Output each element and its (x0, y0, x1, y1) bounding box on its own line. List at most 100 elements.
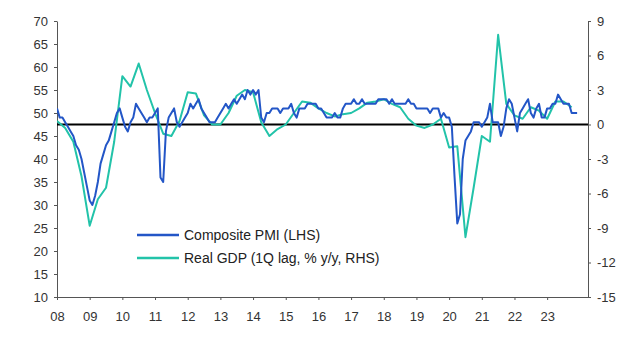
y-axis-line (57, 22, 58, 298)
y2-axis-tick: 0 (588, 117, 604, 132)
y2-axis-tick-label: -15 (597, 290, 616, 305)
y2-axis-tick-label: 3 (597, 83, 604, 98)
plot-area (57, 35, 577, 237)
y-axis-tick-mark (54, 182, 57, 183)
y2-axis-tick: -12 (588, 255, 616, 270)
y-axis-tick-mark (54, 67, 57, 68)
x-axis-tick-label: 15 (279, 309, 293, 324)
x-axis-tick-label: 11 (149, 309, 163, 324)
x-axis-tick-label: 14 (246, 309, 260, 324)
x-axis-tick-mark (286, 297, 287, 300)
y-axis-tick: 30 (34, 198, 57, 213)
y-axis-tick-label: 60 (34, 60, 48, 75)
x-axis-tick-mark (384, 297, 385, 300)
series-line (57, 90, 577, 223)
x-axis-tick-mark (482, 297, 483, 300)
x-axis-tick-label: 19 (410, 309, 424, 324)
y2-axis-tick: -9 (588, 221, 609, 236)
legend-swatch (137, 257, 179, 260)
x-axis-tick-mark (416, 297, 417, 300)
legend-label: Real GDP (1Q lag, % y/y, RHS) (184, 250, 380, 266)
y2-axis-tick: 3 (588, 83, 604, 98)
y-axis-tick-mark (54, 228, 57, 229)
y2-axis-tick-mark (588, 56, 591, 57)
x-axis-tick: 18 (377, 297, 391, 324)
y-axis-tick: 25 (34, 221, 57, 236)
x-axis-line (58, 297, 589, 298)
y-axis-tick-label: 70 (34, 14, 48, 29)
x-axis-tick-mark (155, 297, 156, 300)
y-axis-tick: 55 (34, 83, 57, 98)
x-axis-tick-mark (449, 297, 450, 300)
x-axis-tick: 17 (344, 297, 358, 324)
x-axis-tick: 23 (540, 297, 554, 324)
x-axis-tick: 15 (279, 297, 293, 324)
y2-axis-tick-label: 9 (597, 14, 604, 29)
x-axis-tick-mark (188, 297, 189, 300)
x-axis-tick-mark (351, 297, 352, 300)
y2-axis-tick-label: -9 (597, 221, 609, 236)
y-axis-tick-label: 30 (34, 198, 48, 213)
x-axis-tick: 12 (181, 297, 195, 324)
y-axis-tick-label: 45 (34, 129, 48, 144)
zero-line (57, 124, 588, 126)
y-axis-tick-label: 10 (34, 290, 48, 305)
x-axis-tick: 14 (246, 297, 260, 324)
y-axis-tick-mark (54, 90, 57, 91)
x-axis-tick-mark (547, 297, 548, 300)
y2-axis-tick: -6 (588, 186, 609, 201)
y-axis-tick: 60 (34, 60, 57, 75)
y2-axis-tick-label: 6 (597, 48, 604, 63)
legend: Composite PMI (LHS) Real GDP (1Q lag, % y… (137, 227, 380, 266)
x-axis-tick: 16 (312, 297, 326, 324)
y-axis: 10 15 20 25 30 35 40 45 50 55 60 65 70 (34, 14, 58, 305)
x-axis-tick-mark (220, 297, 221, 300)
y2-axis-tick-mark (588, 125, 591, 126)
y-axis-tick-label: 55 (34, 83, 48, 98)
x-axis-tick-label: 17 (344, 309, 358, 324)
y-axis-tick-mark (54, 205, 57, 206)
x-axis-tick-label: 22 (508, 309, 522, 324)
x-axis-tick-label: 08 (50, 309, 64, 324)
y-axis-tick: 20 (34, 244, 57, 259)
x-axis-tick: 22 (508, 297, 522, 324)
y-axis-tick: 35 (34, 175, 57, 190)
x-axis-tick-label: 21 (475, 309, 489, 324)
x-axis-tick: 09 (83, 297, 97, 324)
y-axis-tick: 65 (34, 37, 57, 52)
y-axis-tick-label: 35 (34, 175, 48, 190)
y-axis-tick-mark (54, 274, 57, 275)
x-axis-tick-label: 12 (181, 309, 195, 324)
y2-axis-tick: 6 (588, 48, 604, 63)
y2-axis-tick: -3 (588, 152, 609, 167)
y-axis-tick-label: 15 (34, 267, 48, 282)
x-axis-tick: 11 (149, 297, 163, 324)
y-axis-tick-mark (54, 159, 57, 160)
y2-axis-tick-label: -3 (597, 152, 609, 167)
y2-axis-tick-mark (588, 263, 591, 264)
y-axis-tick-label: 50 (34, 106, 48, 121)
x-axis-tick-label: 10 (116, 309, 130, 324)
x-axis-tick-label: 23 (540, 309, 554, 324)
x-axis-tick-label: 16 (312, 309, 326, 324)
y-axis-tick: 15 (34, 267, 57, 282)
x-axis-tick: 13 (214, 297, 228, 324)
x-axis-tick: 21 (475, 297, 489, 324)
legend-item: Real GDP (1Q lag, % y/y, RHS) (137, 250, 380, 266)
x-axis-tick-mark (318, 297, 319, 300)
y-axis-tick-label: 65 (34, 37, 48, 52)
y-axis-tick-mark (54, 251, 57, 252)
series-line (57, 35, 572, 237)
y-axis-tick-label: 25 (34, 221, 48, 236)
x-axis-tick-mark (514, 297, 515, 300)
x-axis-tick-label: 18 (377, 309, 391, 324)
y-axis-tick-label: 40 (34, 152, 48, 167)
x-axis-tick-mark (122, 297, 123, 300)
x-axis-tick-mark (90, 297, 91, 300)
y-axis-tick-mark (54, 113, 57, 114)
x-axis-tick: 19 (410, 297, 424, 324)
y2-axis-tick: 9 (588, 14, 604, 29)
y2-axis-tick-mark (588, 228, 591, 229)
legend-label: Composite PMI (LHS) (184, 227, 320, 243)
legend-swatch (137, 234, 179, 237)
